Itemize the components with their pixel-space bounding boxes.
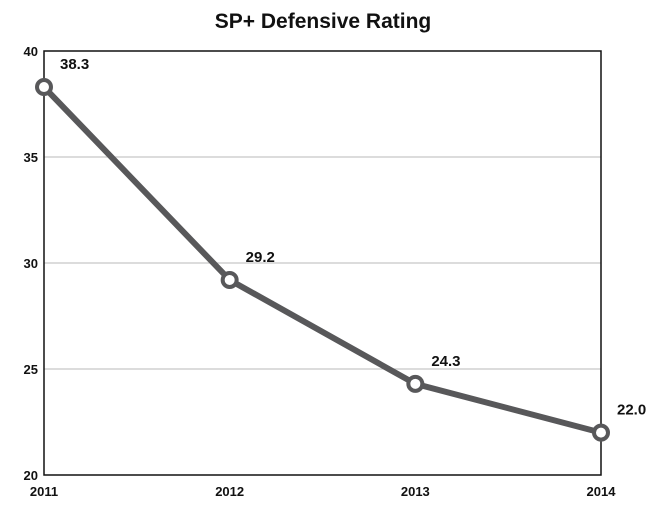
series: [35, 78, 610, 442]
x-tick-label: 2012: [215, 484, 244, 499]
data-label: 38.3: [60, 56, 89, 73]
chart-title: SP+ Defensive Rating: [215, 10, 432, 33]
x-tick-label: 2011: [30, 484, 58, 499]
data-label: 29.2: [246, 249, 275, 266]
data-labels: 38.3 29.2 24.3 22.0: [60, 56, 646, 419]
data-point-marker: [406, 374, 425, 393]
x-tick-label: 2014: [587, 484, 617, 499]
y-tick-label: 40: [24, 44, 38, 59]
plot-frame: [43, 50, 602, 476]
gridlines: [44, 156, 601, 370]
data-label: 24.3: [431, 353, 460, 370]
data-point-marker: [35, 78, 53, 97]
y-tick-label: 35: [24, 150, 38, 165]
series-line: [41, 84, 604, 436]
y-tick-label: 25: [24, 362, 38, 377]
data-point-marker: [220, 270, 239, 289]
x-axis-ticks: 2011 2012 2013 2014: [30, 484, 616, 499]
data-point-marker: [592, 423, 610, 442]
x-tick-label: 2013: [401, 484, 430, 499]
y-tick-label: 30: [24, 256, 38, 271]
data-label: 22.0: [617, 402, 646, 419]
y-tick-label: 20: [24, 468, 38, 483]
y-axis-ticks: 20 25 30 35 40: [24, 44, 38, 483]
